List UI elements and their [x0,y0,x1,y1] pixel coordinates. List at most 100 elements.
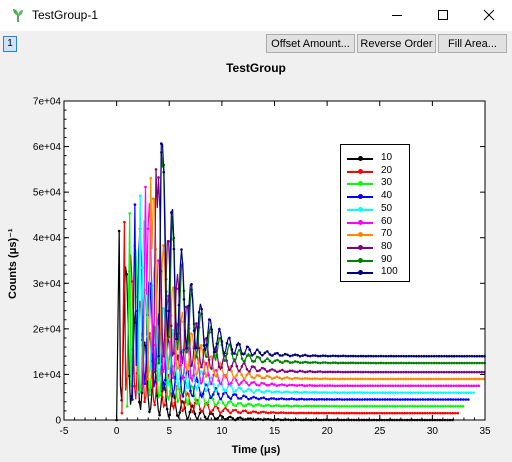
data-point [446,411,450,415]
data-point [190,282,193,286]
data-point [403,405,407,408]
data-point [278,354,282,357]
data-point [244,389,248,393]
data-point [444,405,447,408]
data-point [279,411,283,414]
data-point [301,354,305,357]
minimize-button[interactable] [374,0,420,31]
data-point [308,377,312,381]
data-point [307,397,311,401]
data-point [358,391,362,394]
data-point [348,398,351,401]
data-point [222,392,225,396]
data-point [472,377,476,381]
data-point [192,329,196,332]
data-point [263,376,266,380]
data-point [338,405,341,408]
data-point [389,361,393,365]
data-point [437,377,440,381]
data-point [297,404,301,408]
data-point [165,407,169,411]
fill-area-button[interactable]: Fill Area... [438,34,507,53]
data-point [403,398,407,401]
data-point [260,381,263,385]
data-point [469,391,473,394]
data-point [278,383,281,387]
data-point [242,394,245,398]
data-point [346,361,350,365]
data-point [379,354,383,358]
data-point [300,377,304,381]
data-point [153,380,157,383]
data-point [233,359,236,363]
data-point [447,377,451,381]
data-point [361,384,364,388]
reverse-order-button[interactable]: Reverse Order [357,34,436,53]
close-button[interactable] [466,0,512,31]
y-tick-label: 4e+04 [33,233,62,244]
data-point [429,377,433,381]
data-point [343,384,347,388]
data-point [148,410,151,413]
data-point [250,354,254,357]
data-point [216,401,220,405]
data-point [213,417,217,420]
legend-label: 10 [381,152,393,163]
data-point [401,398,404,401]
data-point [376,377,380,381]
data-point [275,384,279,387]
data-point [358,398,362,401]
data-point [252,395,255,399]
data-point [195,355,198,359]
data-point [374,370,378,374]
data-point [162,170,166,174]
tab-1[interactable]: 1 [3,36,17,52]
data-point [133,384,136,388]
data-point [265,370,269,373]
data-point [404,361,408,365]
data-point [171,376,175,380]
data-point [437,354,441,358]
data-point [355,411,359,415]
data-point [470,361,474,365]
data-point [283,352,287,356]
data-point [386,405,389,408]
data-point [206,401,210,404]
data-point [464,391,468,394]
data-point [185,350,188,354]
data-point [386,384,390,388]
data-point [333,398,336,401]
data-point [182,298,186,301]
data-point [330,398,334,401]
data-point [239,402,243,405]
data-point [245,367,249,371]
data-point [305,398,309,401]
data-point [458,361,461,365]
data-point [310,404,313,408]
data-point [300,391,304,394]
data-point [322,411,326,415]
data-point [395,411,399,415]
data-point [328,391,331,394]
data-point [217,384,220,387]
data-point [383,398,387,401]
data-point [406,398,410,401]
data-point [364,370,367,374]
legend-label: 20 [381,164,393,176]
legend-marker [358,206,363,212]
data-point [253,359,257,363]
data-point [158,393,162,397]
data-point [353,391,357,394]
data-point [263,351,267,355]
data-point [260,360,264,364]
data-point [271,354,274,357]
offset-amount-button[interactable]: Offset Amount... [266,34,355,53]
maximize-button[interactable] [420,0,466,31]
data-point [422,384,425,388]
data-point [414,370,418,374]
data-point [346,354,350,358]
data-point [232,376,236,380]
data-point [244,395,248,399]
legend-label: 40 [381,190,393,202]
data-point [443,411,447,415]
